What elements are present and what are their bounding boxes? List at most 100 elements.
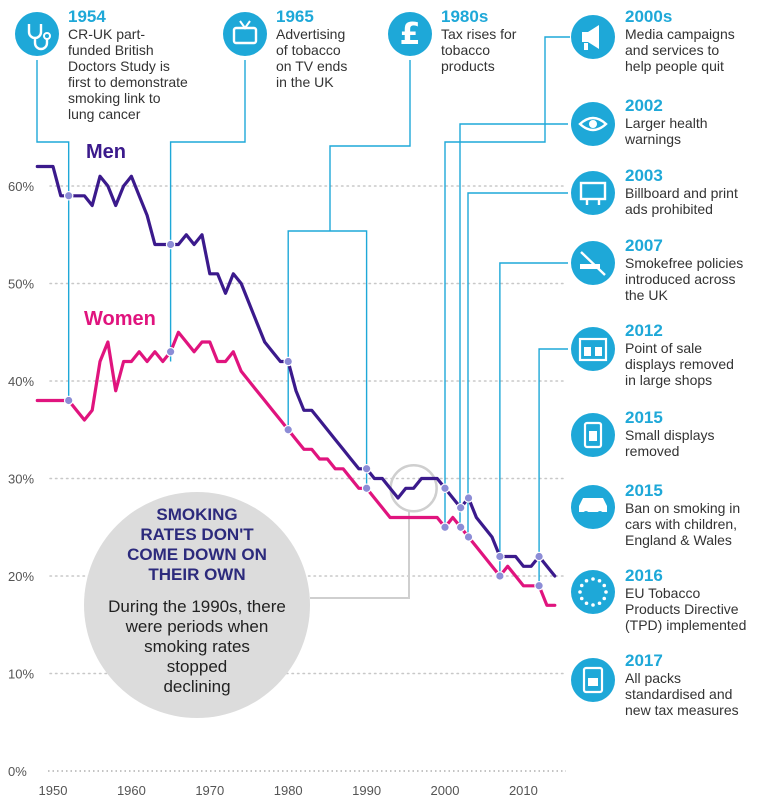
event-marker xyxy=(495,571,505,581)
callout-title-line: SMOKING xyxy=(156,505,237,524)
event-marker xyxy=(463,532,474,542)
gridlines xyxy=(48,185,566,772)
connector-line xyxy=(36,60,70,401)
event-marker xyxy=(361,463,372,474)
event-marker xyxy=(63,190,74,201)
event-markers xyxy=(63,190,544,591)
event-year: 2015 xyxy=(625,408,663,427)
eye-icon xyxy=(571,102,615,146)
x-tick-label: 1950 xyxy=(39,783,68,798)
event-text-line: of tobacco xyxy=(276,42,341,58)
event-marker xyxy=(283,356,293,367)
svg-text:£: £ xyxy=(400,17,421,52)
connector-line xyxy=(444,36,570,528)
event-marker xyxy=(455,522,466,533)
event-text-line: Point of sale xyxy=(625,340,702,356)
event-text-line: Larger health xyxy=(625,115,708,131)
no-smoking-icon xyxy=(571,241,615,285)
x-tick-label: 1970 xyxy=(195,783,224,798)
event-year: 2012 xyxy=(625,321,663,340)
small-display-icon xyxy=(571,413,615,457)
y-tick-label: 20% xyxy=(8,569,34,584)
event-text-line: ads prohibited xyxy=(625,201,713,217)
y-tick-label: 40% xyxy=(8,374,34,389)
y-tick-label: 50% xyxy=(8,277,34,292)
eu-stars-icon xyxy=(571,570,615,614)
event-text-line: cars with children, xyxy=(625,516,737,532)
event-text-line: (TPD) implemented xyxy=(625,617,746,633)
icon-bg xyxy=(223,12,267,56)
event-text-line: Ban on smoking in xyxy=(625,500,740,516)
icon-bg xyxy=(571,171,615,215)
icon-bg xyxy=(571,570,615,614)
callout-text-line: declining xyxy=(163,677,230,696)
y-tick-label: 10% xyxy=(8,667,34,682)
y-axis-ticks: 0% 10% 20% 30% 40% 50% 60% xyxy=(8,179,34,779)
event-marker xyxy=(534,580,544,591)
bubble-circle xyxy=(84,492,310,718)
event-text-line: Doctors Study is xyxy=(68,58,170,74)
event-marker xyxy=(283,424,293,435)
cigarette-pack-icon xyxy=(571,658,615,702)
callout-text-line: smoking rates xyxy=(144,637,250,656)
event-text-line: standardised and xyxy=(625,686,732,702)
callout-text-line: were periods when xyxy=(125,617,269,636)
connector-line xyxy=(459,123,568,528)
event-marker xyxy=(440,483,450,494)
x-tick-label: 1960 xyxy=(117,783,146,798)
event-text-line: in the UK xyxy=(276,74,334,90)
event-year: 2015 xyxy=(625,481,663,500)
tv-icon xyxy=(223,12,267,56)
callout-text-line: During the 1990s, there xyxy=(108,597,286,616)
event-text-line: Media campaigns xyxy=(625,26,735,42)
event-text-line: Billboard and print xyxy=(625,185,738,201)
x-tick-label: 2010 xyxy=(509,783,538,798)
event-text-line: CR-UK part- xyxy=(68,26,145,42)
x-axis-ticks: 1950 1960 1970 1980 1990 2000 2010 xyxy=(39,783,538,798)
megaphone-icon xyxy=(571,15,615,59)
callout-title-line: COME DOWN ON xyxy=(127,545,267,564)
event-text-line: on TV ends xyxy=(276,58,347,74)
event-text-line: Small displays xyxy=(625,427,714,443)
series-label-women: Women xyxy=(84,308,156,330)
stethoscope-icon xyxy=(15,12,59,56)
icon-bg xyxy=(388,12,432,56)
icon-bg xyxy=(571,327,615,371)
shop-display-icon xyxy=(571,327,615,371)
event-marker xyxy=(440,522,450,533)
event-marker xyxy=(495,551,505,562)
callout-title-line: THEIR OWN xyxy=(148,565,245,584)
series-line-men xyxy=(35,164,557,578)
event-text-line: new tax measures xyxy=(625,702,739,718)
event-text-line: removed xyxy=(625,443,679,459)
event-year: 2007 xyxy=(625,236,663,255)
event-text-line: products xyxy=(441,58,495,74)
event-text-line: Products Directive xyxy=(625,601,739,617)
event-text-line: Advertising xyxy=(276,26,345,42)
callout-text-line: stopped xyxy=(167,657,228,676)
x-tick-label: 1990 xyxy=(352,783,381,798)
y-tick-label: 60% xyxy=(8,179,34,194)
event-connectors xyxy=(36,36,570,586)
car-icon xyxy=(571,485,615,529)
event-text-line: Tax rises for xyxy=(441,26,517,42)
series-label-men: Men xyxy=(86,141,126,163)
event-text-line: the UK xyxy=(625,287,668,303)
event-marker xyxy=(534,551,544,562)
event-text-line: Smokefree policies xyxy=(625,255,743,271)
connector-line xyxy=(467,192,568,537)
event-text-line: warnings xyxy=(624,131,681,147)
event-text-line: England & Wales xyxy=(625,532,732,548)
event-marker xyxy=(165,239,176,250)
event-year: 2000s xyxy=(625,7,672,26)
connector-line xyxy=(169,60,246,362)
y-tick-label: 0% xyxy=(8,764,27,779)
event-text-line: help people quit xyxy=(625,58,724,74)
event-text-line: introduced across xyxy=(625,271,736,287)
event-text-line: smoking link to xyxy=(68,90,161,106)
x-tick-label: 2000 xyxy=(431,783,460,798)
event-year: 1965 xyxy=(276,7,314,26)
